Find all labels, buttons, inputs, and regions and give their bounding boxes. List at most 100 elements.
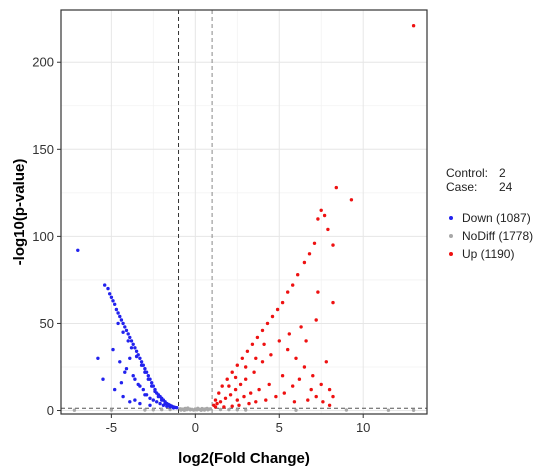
point-up: [331, 300, 335, 305]
point-down: [76, 248, 80, 252]
point-up: [309, 387, 313, 392]
point-down: [165, 404, 169, 408]
point-up: [223, 396, 228, 400]
plot-panel: [61, 10, 427, 414]
point-nodiff: [411, 408, 416, 412]
legend-marker-up: [449, 252, 453, 256]
point-down: [133, 398, 137, 402]
point-down: [113, 302, 117, 306]
point-down: [133, 346, 137, 350]
point-up: [215, 401, 219, 406]
legend-label-down: Down (1087): [462, 211, 531, 225]
point-up: [250, 342, 255, 346]
point-up: [247, 401, 251, 406]
plot-area: [60, 9, 428, 415]
x-axis-title: log2(Fold Change): [178, 450, 310, 467]
legend-case-label: Case:: [446, 180, 477, 194]
point-nodiff: [218, 407, 223, 412]
point-nodiff: [199, 408, 203, 412]
point-down: [153, 389, 157, 394]
point-down: [161, 403, 166, 407]
point-down: [124, 367, 129, 371]
point-down: [148, 396, 152, 400]
point-down: [108, 292, 112, 296]
point-up: [280, 300, 285, 305]
point-down: [129, 346, 134, 350]
x-tick-label: 10: [356, 420, 370, 435]
legend: Control: 2 Case: 24 Down (1087) NoDiff (1…: [446, 166, 533, 261]
point-down: [106, 286, 110, 291]
y-axis-title: -log10(p-value): [11, 159, 28, 266]
point-up: [249, 391, 253, 395]
point-up: [244, 365, 248, 369]
point-up: [311, 374, 315, 378]
point-down: [128, 335, 132, 340]
point-up: [233, 375, 238, 380]
point-down: [156, 394, 161, 399]
point-down: [118, 314, 122, 319]
point-up: [230, 370, 234, 374]
point-up: [282, 391, 286, 395]
point-down: [126, 339, 130, 343]
point-nodiff: [182, 408, 187, 412]
point-up: [324, 360, 328, 364]
point-up: [316, 217, 320, 221]
point-up: [267, 382, 271, 387]
point-up: [292, 400, 297, 404]
point-down: [134, 349, 139, 353]
point-down: [148, 403, 152, 407]
x-tick-label: 5: [276, 420, 283, 435]
point-up: [218, 400, 223, 404]
point-down: [111, 299, 115, 303]
point-down: [121, 321, 125, 326]
point-down: [121, 330, 125, 334]
point-up: [217, 391, 221, 395]
point-up: [327, 387, 332, 392]
point-up: [280, 374, 285, 378]
point-up: [228, 393, 233, 397]
point-down: [116, 311, 120, 315]
point-down: [116, 321, 120, 326]
point-nodiff: [386, 408, 391, 412]
x-tick-label: -5: [106, 420, 118, 435]
point-down: [101, 377, 105, 381]
point-up: [291, 283, 295, 287]
point-down: [123, 325, 127, 329]
point-down: [96, 356, 100, 360]
point-down: [151, 398, 155, 402]
legend-control-value: 2: [499, 166, 506, 180]
point-down: [150, 381, 154, 385]
point-up: [322, 213, 327, 218]
y-tick-label: 200: [32, 55, 54, 70]
point-up: [319, 208, 323, 212]
point-down: [146, 377, 150, 381]
point-up: [307, 252, 312, 256]
point-down: [143, 367, 147, 371]
point-down: [121, 394, 125, 399]
point-nodiff: [206, 408, 210, 412]
legend-marker-nodiff: [449, 234, 453, 238]
point-down: [128, 400, 132, 404]
point-down: [155, 400, 159, 404]
point-up: [297, 377, 302, 381]
point-up: [264, 398, 268, 402]
point-up: [314, 394, 318, 399]
point-up: [331, 243, 335, 247]
point-up: [240, 356, 244, 360]
point-down: [133, 377, 137, 381]
threshold-lines: [61, 10, 427, 414]
point-down: [138, 356, 142, 360]
point-nodiff: [344, 408, 349, 412]
point-down: [143, 393, 147, 397]
point-down: [118, 360, 122, 364]
point-up: [321, 400, 325, 404]
point-down: [131, 342, 135, 346]
point-up: [326, 227, 330, 232]
point-up: [287, 332, 291, 336]
y-axis-ticks: 0 50 100 150 200: [32, 55, 61, 418]
point-up: [316, 290, 320, 294]
point-down: [139, 363, 144, 367]
point-up: [302, 260, 307, 265]
x-tick-label: 0: [192, 420, 199, 435]
point-down: [123, 370, 127, 374]
